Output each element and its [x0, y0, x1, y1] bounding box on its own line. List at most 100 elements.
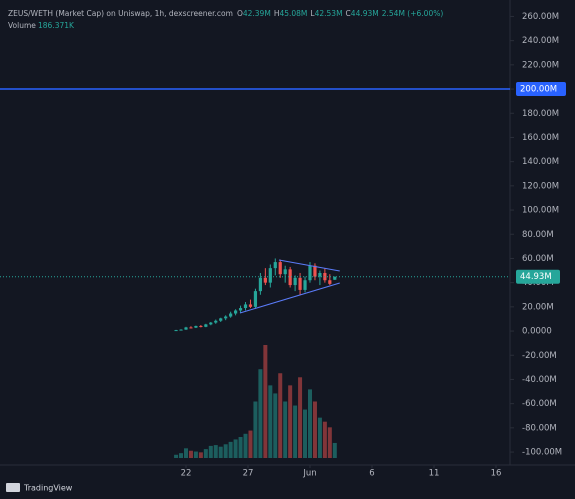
ohlc-value: 44.93M: [351, 9, 379, 18]
candle-body: [189, 327, 193, 329]
candle-body: [184, 327, 188, 330]
trend-line: [239, 282, 340, 314]
x-tick-label: 11: [429, 469, 440, 479]
ohlc-value: 45.08M: [279, 9, 307, 18]
candle-body: [283, 269, 287, 275]
volume-bar: [298, 377, 303, 458]
volume-bar: [193, 451, 198, 458]
candle-body: [328, 280, 332, 284]
volume-bar: [253, 401, 258, 458]
y-tick-label: 140.00M: [522, 157, 559, 167]
volume-bar: [218, 446, 223, 458]
y-tick-label: 180.00M: [522, 109, 559, 119]
candle-body: [273, 262, 277, 269]
candle-body: [229, 313, 233, 317]
volume-bar: [213, 445, 218, 458]
volume-bar: [248, 430, 253, 458]
ohlc-value: 42.53M: [315, 9, 343, 18]
last-price-label: 44.93M: [520, 272, 552, 282]
volume-bar: [303, 409, 308, 458]
candle-body: [258, 277, 262, 292]
volume-value: 186.371K: [38, 21, 75, 30]
y-tick-label: 60.00M: [522, 254, 554, 264]
y-tick-label: -20.00M: [522, 351, 557, 361]
candle-body: [318, 272, 322, 277]
trend-line: [278, 259, 340, 272]
candle-body: [224, 316, 228, 319]
y-tick-label: 220.00M: [522, 60, 559, 70]
y-tick-label: 100.00M: [522, 206, 559, 216]
y-tick-label: 120.00M: [522, 181, 559, 191]
volume-bar: [243, 433, 248, 458]
volume-bar: [288, 385, 293, 458]
volume-bar: [273, 393, 278, 458]
candle-body: [204, 324, 208, 327]
volume-bar: [312, 401, 317, 458]
x-tick-label: 27: [243, 469, 254, 479]
volume-bar: [263, 345, 268, 458]
volume-bar: [179, 453, 184, 458]
volume-bar: [278, 373, 283, 458]
y-tick-label: 0.0000: [522, 327, 552, 337]
candle-body: [253, 291, 258, 307]
candle-body: [194, 325, 198, 328]
volume-bar: [283, 401, 288, 458]
ohlc-key: L: [310, 9, 315, 18]
brand: TradingView: [23, 484, 73, 493]
volume-bar: [317, 417, 322, 458]
candle-body: [308, 265, 312, 281]
candle-body: [179, 329, 183, 331]
volume-bar: [258, 369, 263, 458]
candle-body: [238, 308, 243, 311]
y-tick-label: 240.00M: [522, 36, 559, 46]
candle-body: [243, 304, 248, 309]
y-tick-label: 160.00M: [522, 133, 559, 143]
candle-body: [209, 322, 213, 325]
candle-body: [293, 277, 297, 286]
logo: [6, 483, 20, 492]
volume-bar: [188, 450, 193, 458]
volume-label: Volume: [8, 21, 36, 30]
candle-body: [219, 318, 223, 321]
candle-body: [174, 330, 178, 332]
volume-bar: [268, 385, 273, 458]
y-tick-label: -100.00M: [522, 448, 562, 458]
candle-body: [298, 277, 302, 290]
change: 2.54M (+6.00%): [382, 9, 444, 18]
volume-bar: [208, 445, 213, 458]
volume-bar: [332, 442, 337, 458]
y-tick-label: 260.00M: [522, 12, 559, 22]
hline-label: 200.00M: [520, 85, 557, 95]
volume-bar: [293, 405, 298, 458]
candle-body: [333, 276, 337, 280]
volume-bar: [233, 439, 238, 458]
volume-bar: [307, 389, 312, 458]
y-tick-label: 80.00M: [522, 230, 554, 240]
candle-body: [278, 262, 282, 275]
last-price-box: [516, 269, 560, 284]
y-tick-label: -60.00M: [522, 399, 557, 409]
volume-bar: [203, 449, 208, 458]
y-tick-label: -40.00M: [522, 375, 557, 385]
x-tick-label: 16: [491, 469, 502, 479]
candle-body: [313, 265, 317, 277]
candle-body: [214, 320, 218, 323]
volume-bar: [322, 421, 327, 458]
candle-body: [288, 269, 292, 286]
candle-body: [233, 310, 238, 314]
hline-label-box: [516, 82, 566, 97]
y-tick-label: 20.00M: [522, 302, 554, 312]
volume-bar: [223, 444, 228, 458]
candle-body: [263, 277, 267, 283]
volume-bar: [228, 441, 233, 458]
ohlc-key: O: [237, 9, 243, 18]
volume-bar: [327, 427, 332, 458]
candle-body: [199, 325, 203, 327]
ohlc-value: 42.39M: [243, 9, 271, 18]
x-tick-label: 6: [369, 469, 374, 479]
candle-body: [268, 268, 272, 283]
volume-bar: [183, 448, 188, 458]
volume-bar: [198, 452, 203, 458]
